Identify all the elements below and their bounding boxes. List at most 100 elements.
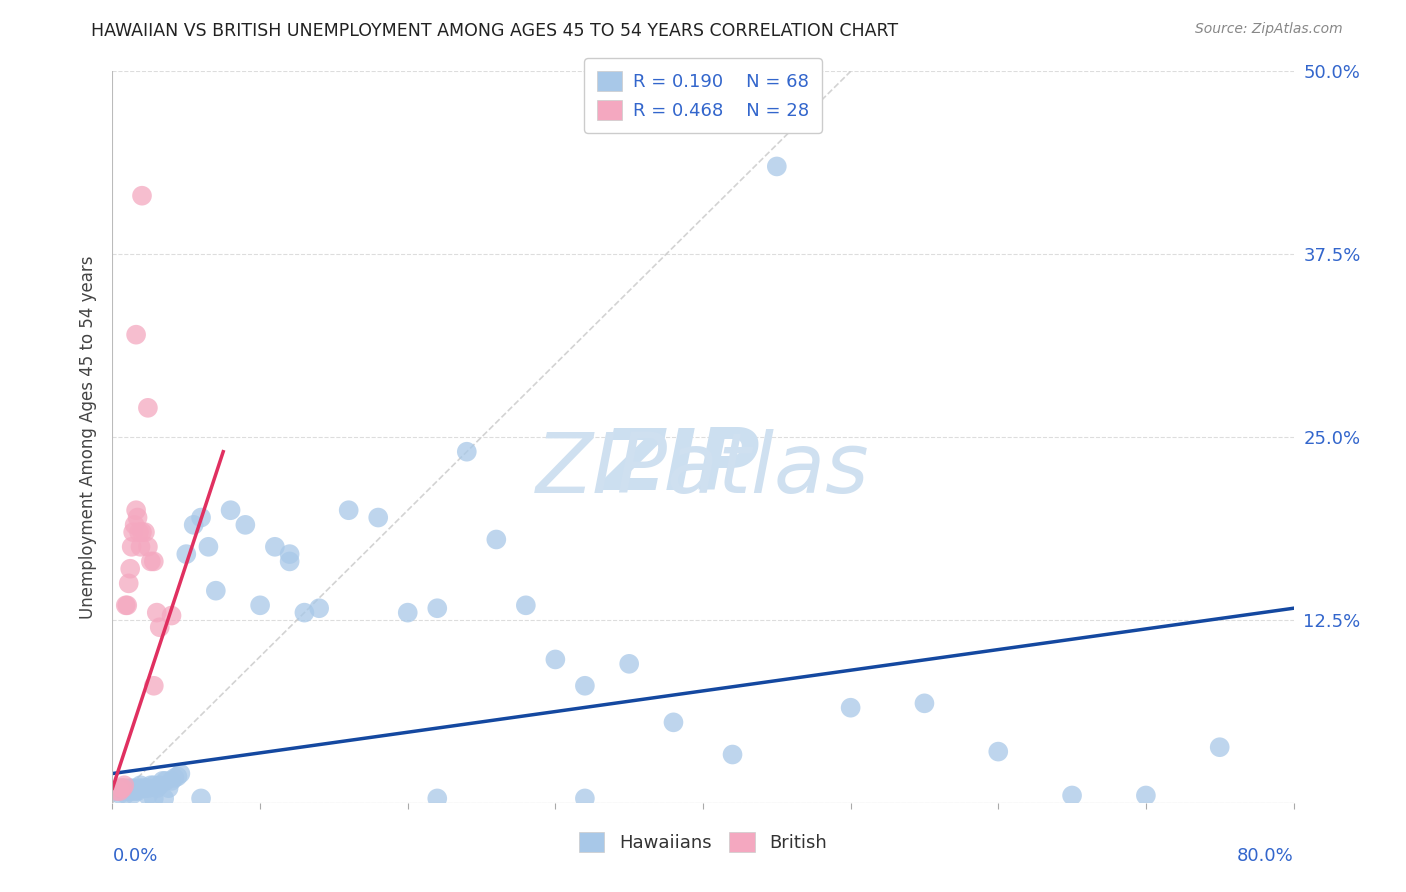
Text: ZIPatlas: ZIPatlas xyxy=(603,425,946,508)
Point xyxy=(120,562,142,576)
Point xyxy=(125,327,148,342)
Point xyxy=(121,781,143,796)
Point xyxy=(1062,789,1084,803)
Point xyxy=(197,540,219,554)
Point xyxy=(515,599,537,613)
Point xyxy=(112,778,135,792)
Point xyxy=(108,784,131,798)
Point xyxy=(662,715,685,730)
Text: ZIPatlas: ZIPatlas xyxy=(536,429,870,510)
Point xyxy=(117,599,138,613)
Point xyxy=(456,444,478,458)
Point xyxy=(278,554,301,568)
Point xyxy=(131,188,153,202)
Point xyxy=(127,784,149,798)
Point xyxy=(169,766,191,780)
Point xyxy=(574,791,596,805)
Point xyxy=(249,599,271,613)
Point xyxy=(426,601,449,615)
Point xyxy=(1208,740,1232,755)
Point xyxy=(142,778,165,792)
Text: Source: ZipAtlas.com: Source: ZipAtlas.com xyxy=(1195,22,1343,37)
Point xyxy=(160,773,183,788)
Point xyxy=(426,791,449,805)
Text: HAWAIIAN VS BRITISH UNEMPLOYMENT AMONG AGES 45 TO 54 YEARS CORRELATION CHART: HAWAIIAN VS BRITISH UNEMPLOYMENT AMONG A… xyxy=(91,22,898,40)
Point xyxy=(174,547,197,561)
Point xyxy=(136,789,159,803)
Point xyxy=(139,554,162,568)
Point xyxy=(125,781,148,796)
Point xyxy=(157,781,180,796)
Point xyxy=(111,784,134,798)
Point xyxy=(120,784,142,798)
Point xyxy=(987,745,1010,759)
Point xyxy=(131,525,153,540)
Point xyxy=(163,771,186,785)
Point xyxy=(105,784,128,798)
Point xyxy=(142,679,165,693)
Point xyxy=(122,787,145,801)
Point xyxy=(152,773,174,788)
Point xyxy=(122,525,145,540)
Point xyxy=(166,769,188,783)
Point xyxy=(155,773,177,788)
Legend: Hawaiians, British: Hawaiians, British xyxy=(572,825,834,860)
Point xyxy=(153,791,176,805)
Point xyxy=(149,620,172,634)
Point xyxy=(129,540,152,554)
Point xyxy=(105,784,128,798)
Point xyxy=(118,576,141,591)
Point xyxy=(264,540,287,554)
Point xyxy=(110,781,132,796)
Point xyxy=(108,787,131,801)
Point xyxy=(128,781,150,796)
Point xyxy=(574,679,596,693)
Point xyxy=(136,781,159,796)
Point xyxy=(721,747,744,762)
Point xyxy=(114,787,136,801)
Point xyxy=(396,606,419,620)
Point xyxy=(131,781,153,796)
Point xyxy=(233,517,256,532)
Point xyxy=(114,599,136,613)
Point xyxy=(292,606,315,620)
Point xyxy=(136,540,159,554)
Point xyxy=(766,160,789,174)
Point xyxy=(121,540,143,554)
Point xyxy=(146,781,169,796)
Point xyxy=(914,696,936,710)
Point xyxy=(1135,789,1157,803)
Point xyxy=(124,517,146,532)
Point xyxy=(308,601,330,615)
Point xyxy=(619,657,641,671)
Point xyxy=(337,503,360,517)
Point xyxy=(136,401,159,415)
Point xyxy=(127,510,149,524)
Point xyxy=(128,525,150,540)
Point xyxy=(124,784,146,798)
Point xyxy=(139,778,162,792)
Point xyxy=(142,554,165,568)
Y-axis label: Unemployment Among Ages 45 to 54 years: Unemployment Among Ages 45 to 54 years xyxy=(79,255,97,619)
Point xyxy=(205,583,228,598)
Point xyxy=(134,781,156,796)
Point xyxy=(125,503,148,517)
Point xyxy=(485,533,508,547)
Point xyxy=(278,547,301,561)
Point xyxy=(190,510,212,524)
Point xyxy=(190,791,212,805)
Text: 0.0%: 0.0% xyxy=(112,847,157,864)
Point xyxy=(111,781,134,796)
Point xyxy=(142,791,165,805)
Point xyxy=(112,781,135,796)
Point xyxy=(117,784,138,798)
Point xyxy=(149,778,172,792)
Point xyxy=(118,781,141,796)
Point xyxy=(183,517,205,532)
Point xyxy=(544,652,567,666)
Point xyxy=(110,781,132,796)
Point xyxy=(129,778,152,792)
Point xyxy=(367,510,389,524)
Point xyxy=(219,503,242,517)
Text: ZIP: ZIP xyxy=(603,425,761,508)
